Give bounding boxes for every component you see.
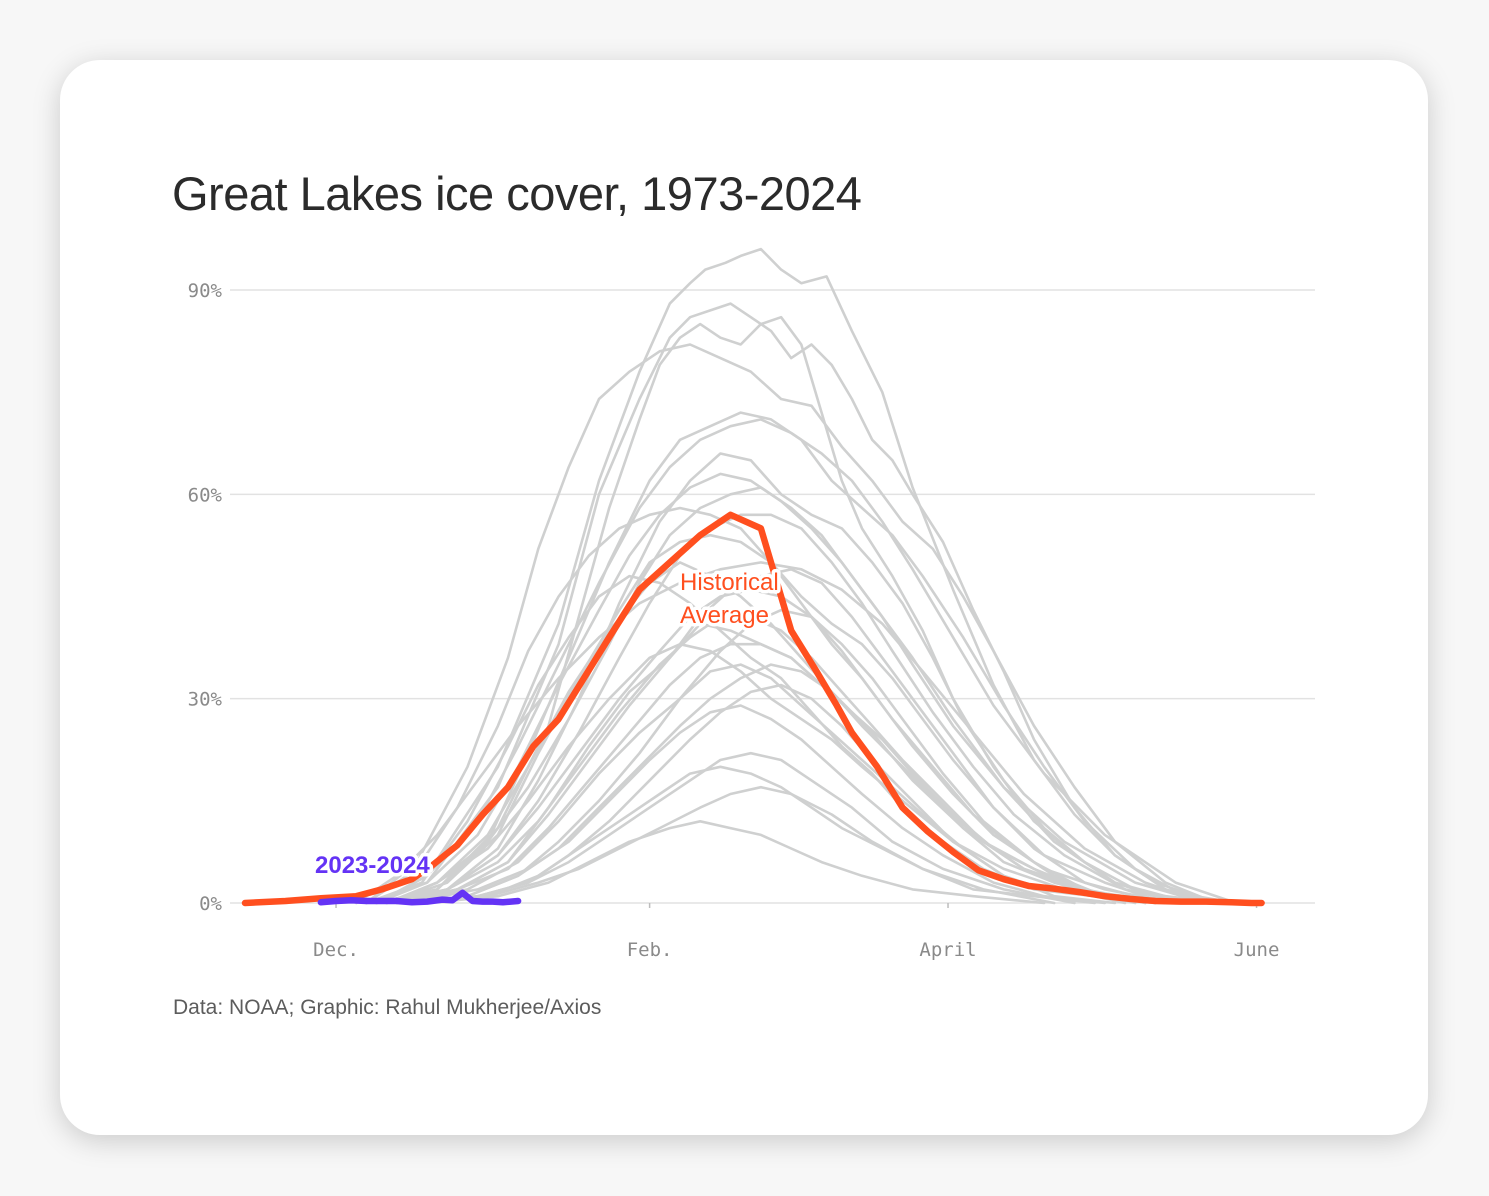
past-season-line xyxy=(365,302,1218,905)
historical-average-line xyxy=(241,511,1265,907)
past-season-line xyxy=(355,561,1208,905)
past-season-line xyxy=(395,513,1187,905)
past-season-line xyxy=(395,642,1167,905)
past-season-line xyxy=(365,247,1238,905)
past-season-line xyxy=(385,452,1198,905)
chart-card xyxy=(60,60,1428,1135)
historical-average-label-line-1: Historical xyxy=(680,569,779,596)
x-tick-label: Dec. xyxy=(313,939,359,961)
past-season-line xyxy=(365,506,1198,905)
y-axis-ticks: 0% 30% 60% 90% xyxy=(188,280,223,915)
current-season-line xyxy=(317,889,522,906)
source-credit: Data: NOAA; Graphic: Rahul Mukherjee/Axi… xyxy=(173,996,602,1019)
past-season-line xyxy=(395,615,1137,905)
x-tick-label: June xyxy=(1234,939,1280,961)
past-season-line xyxy=(375,472,1208,905)
y-tick-label: 90% xyxy=(188,280,223,302)
past-season-line xyxy=(375,418,1238,905)
y-tick-label: 30% xyxy=(188,689,223,711)
past-season-line xyxy=(385,642,1127,905)
chart-title: Great Lakes ice cover, 1973-2024 xyxy=(172,167,862,220)
past-season-line xyxy=(405,608,1147,905)
x-tick-label: Feb. xyxy=(627,939,673,961)
past-season-line xyxy=(425,785,1056,905)
historical-average-series xyxy=(241,511,1265,907)
gridlines xyxy=(230,289,1315,904)
current-season-series xyxy=(317,889,522,906)
x-axis-ticks: Dec. Feb. April June xyxy=(313,903,1279,961)
y-tick-label: 60% xyxy=(188,484,223,506)
x-tick-label: April xyxy=(919,939,976,961)
past-seasons-lines xyxy=(355,247,1238,905)
series-annotations: Historical Average 2023-2024 xyxy=(312,566,783,883)
y-tick-label: 0% xyxy=(199,893,222,915)
past-season-line xyxy=(415,751,1076,905)
current-season-label: 2023-2024 xyxy=(315,852,430,879)
historical-average-label-line-2: Average xyxy=(680,602,769,629)
past-season-line xyxy=(365,343,1218,905)
past-season-line xyxy=(385,588,1177,905)
